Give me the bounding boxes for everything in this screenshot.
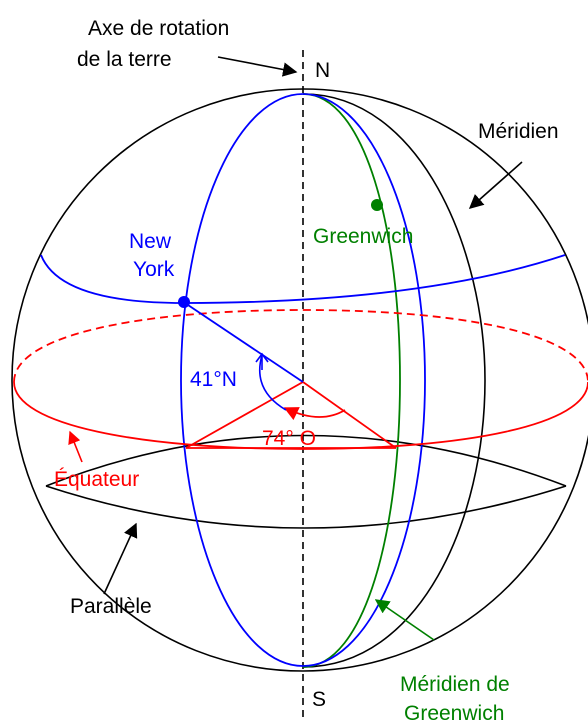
parallel-line-front [45, 485, 567, 529]
new-york-parallel [40, 254, 184, 304]
equator-arrow [68, 430, 83, 463]
greenwich-point [371, 199, 383, 211]
equator-back [13, 309, 588, 383]
latitude-label: 41°N [190, 368, 237, 391]
latitude-line [184, 302, 304, 383]
south-label: S [312, 688, 326, 711]
greenwich-meridian-arrow [374, 599, 435, 641]
meridian-label: Méridien [478, 120, 559, 143]
new-york-point [178, 296, 190, 308]
meridian-arrow [468, 161, 523, 209]
latitude-arc-arrowhead [255, 352, 269, 363]
parallel-line [45, 434, 567, 487]
axis-arrow [217, 56, 298, 77]
longitude-arc [283, 407, 346, 421]
latitude-arc [258, 354, 287, 411]
equator-front [13, 381, 588, 450]
new-york-meridian [180, 93, 426, 667]
new-york-parallel-front [182, 254, 566, 304]
equator-label: Équateur [54, 468, 139, 491]
greenwich-label: Greenwich [313, 225, 413, 248]
axis-label-line2: de la terre [77, 48, 172, 71]
greenwich-meridian-label-line1: Méridien de [400, 673, 510, 696]
greenwich-meridian [302, 93, 401, 668]
north-label: N [315, 59, 330, 82]
new-york-label-line2: York [133, 258, 175, 281]
meridian-line [302, 93, 486, 668]
parallel-arrow [103, 522, 138, 595]
parallel-label: Parallèle [70, 595, 152, 618]
new-york-label-line1: New [129, 230, 172, 253]
axis-label-line1: Axe de rotation [88, 17, 229, 40]
longitude-label: 74° O [262, 427, 316, 450]
greenwich-meridian-label-line2: Greenwich [404, 702, 504, 725]
